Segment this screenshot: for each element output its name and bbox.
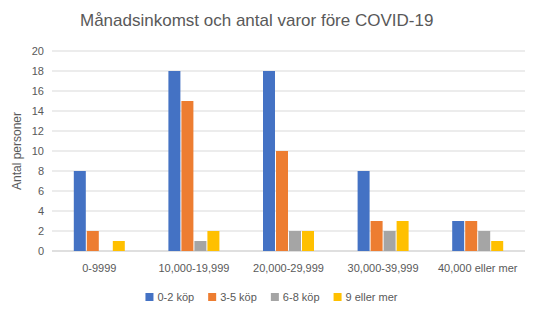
y-tick-label: 20 bbox=[32, 45, 44, 57]
legend-swatch bbox=[208, 293, 216, 301]
legend-label: 6-8 köp bbox=[283, 291, 320, 303]
bar bbox=[263, 71, 275, 251]
grid-line bbox=[52, 211, 525, 212]
bar bbox=[491, 241, 503, 251]
grid-line bbox=[52, 111, 525, 112]
bar bbox=[358, 171, 370, 251]
bar bbox=[465, 221, 477, 251]
bar bbox=[181, 101, 193, 251]
grid-line bbox=[52, 71, 525, 72]
legend-swatch bbox=[271, 293, 279, 301]
legend-label: 3-5 köp bbox=[220, 291, 257, 303]
x-tick-label: 40,000 eller mer bbox=[438, 262, 518, 274]
x-tick-label: 10,000-19,999 bbox=[158, 262, 229, 274]
bar bbox=[289, 231, 301, 251]
grid-line bbox=[52, 51, 525, 52]
legend-swatch bbox=[334, 293, 342, 301]
grid-line bbox=[52, 151, 525, 152]
bar bbox=[113, 241, 125, 251]
y-tick-label: 16 bbox=[32, 85, 44, 97]
y-tick-label: 10 bbox=[32, 145, 44, 157]
bar bbox=[207, 231, 219, 251]
y-tick-label: 4 bbox=[38, 205, 44, 217]
grid-line bbox=[52, 191, 525, 192]
y-tick-label: 0 bbox=[38, 245, 44, 257]
bar bbox=[194, 241, 206, 251]
y-axis-label: Antal personer bbox=[10, 112, 24, 190]
y-tick-label: 6 bbox=[38, 185, 44, 197]
y-tick-label: 8 bbox=[38, 165, 44, 177]
bar bbox=[168, 71, 180, 251]
bar bbox=[384, 231, 396, 251]
grid-line bbox=[52, 171, 525, 172]
bar bbox=[397, 221, 409, 251]
bar bbox=[371, 221, 383, 251]
bar bbox=[302, 231, 314, 251]
bar bbox=[74, 171, 86, 251]
x-tick-label: 0-9999 bbox=[82, 262, 116, 274]
legend-label: 0-2 köp bbox=[157, 291, 194, 303]
legend-swatch bbox=[145, 293, 153, 301]
grid-line bbox=[52, 131, 525, 132]
background bbox=[0, 0, 543, 309]
y-tick-label: 12 bbox=[32, 125, 44, 137]
bar bbox=[276, 151, 288, 251]
bar bbox=[478, 231, 490, 251]
title: Månadsinkomst och antal varor före COVID… bbox=[80, 11, 433, 30]
x-tick-label: 20,000-29,999 bbox=[253, 262, 324, 274]
bar bbox=[100, 251, 112, 252]
bars bbox=[74, 71, 503, 251]
legend-label: 9 eller mer bbox=[346, 291, 398, 303]
chart: Månadsinkomst och antal varor före COVID… bbox=[0, 0, 543, 309]
legend: 0-2 köp 3-5 köp 6-8 köp 9 eller mer bbox=[145, 291, 397, 303]
y-tick-label: 14 bbox=[32, 105, 44, 117]
x-tick-label: 30,000-39,999 bbox=[348, 262, 419, 274]
bar bbox=[452, 221, 464, 251]
y-tick-label: 2 bbox=[38, 225, 44, 237]
grid-line bbox=[52, 91, 525, 92]
bar bbox=[87, 231, 99, 251]
y-tick-label: 18 bbox=[32, 65, 44, 77]
